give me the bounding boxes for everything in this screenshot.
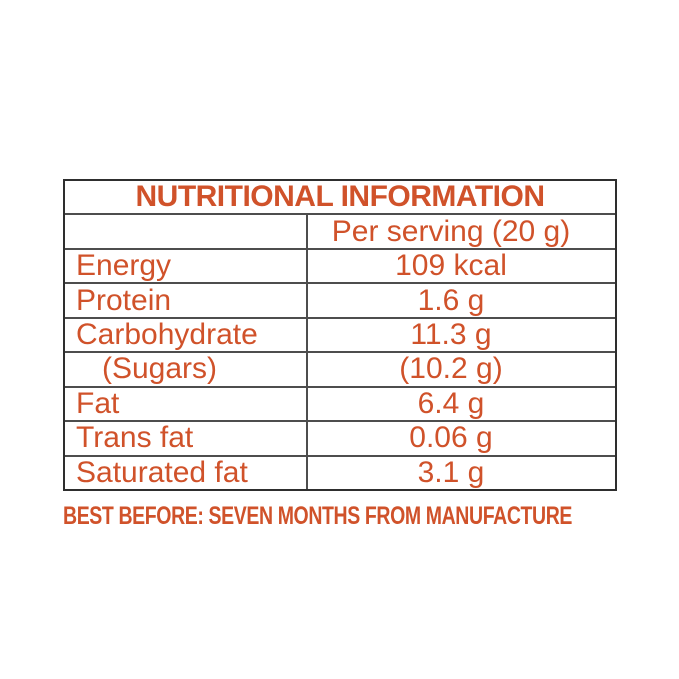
row-label: (Sugars) [65, 352, 308, 386]
row-label: Carbohydrate [65, 318, 308, 352]
table-header-row: Per serving (20 g) [65, 213, 615, 248]
row-value: (10.2 g) [399, 352, 503, 386]
table-row-carbohydrate: Carbohydrate 11.3 g [65, 316, 615, 352]
table-row-trans-fat: Trans fat 0.06 g [65, 420, 615, 455]
row-value: 0.06 g [409, 421, 493, 455]
row-value: 11.3 g [410, 317, 492, 351]
row-value: 1.6 g [417, 283, 485, 317]
table-title-row: NUTRITIONAL INFORMATION [65, 180, 615, 214]
row-label: Trans fat [65, 421, 308, 455]
table-row-sugars: (Sugars) (10.2 g) [65, 351, 615, 386]
table-row-protein: Protein 1.6 g [65, 282, 615, 317]
table-row-saturated-fat: Saturated fat 3.1 g [65, 454, 615, 489]
row-label: Energy [65, 249, 308, 283]
table-row-energy: Energy 109 kcal [65, 247, 615, 283]
header-empty-cell [65, 215, 308, 248]
table-title: NUTRITIONAL INFORMATION [135, 180, 545, 214]
row-label: Fat [65, 387, 308, 421]
row-label: Saturated fat [65, 456, 308, 489]
best-before-note: BEST BEFORE: SEVEN MONTHS FROM MANUFACTU… [63, 502, 573, 530]
row-label: Protein [65, 284, 308, 317]
row-value: 6.4 g [417, 386, 485, 420]
nutritional-information-table: NUTRITIONAL INFORMATION Per serving (20 … [63, 179, 617, 491]
table-row-fat: Fat 6.4 g [65, 385, 615, 421]
column-header-per-serving: Per serving (20 g) [331, 214, 571, 248]
row-value: 3.1 g [417, 455, 485, 489]
row-value: 109 kcal [395, 249, 507, 283]
